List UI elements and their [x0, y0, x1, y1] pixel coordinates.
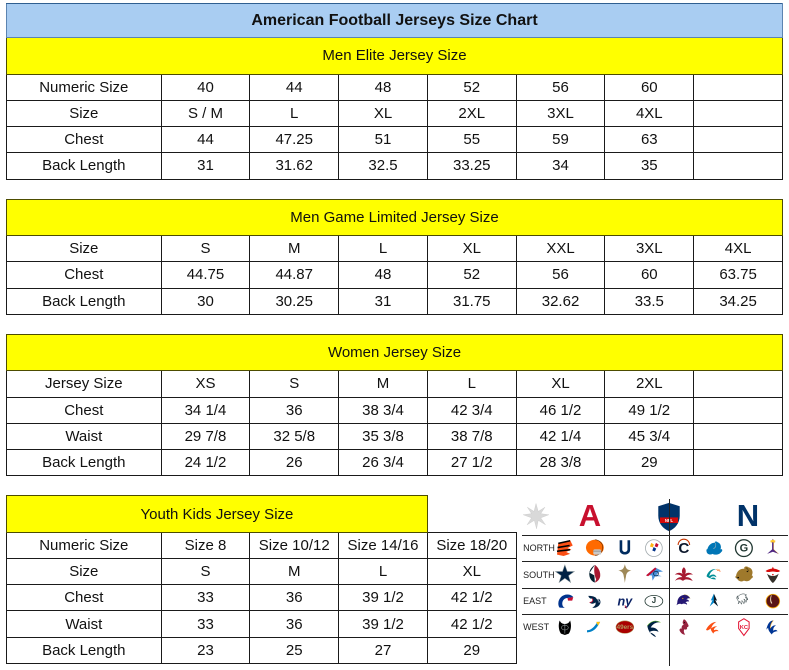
- svg-text:G: G: [739, 543, 748, 555]
- svg-text:N: N: [737, 500, 759, 533]
- svg-text:49ers: 49ers: [616, 624, 633, 631]
- svg-text:C: C: [678, 540, 689, 557]
- svg-text:KC: KC: [739, 625, 747, 631]
- svg-text:J: J: [652, 596, 656, 605]
- svg-text:A: A: [579, 500, 601, 533]
